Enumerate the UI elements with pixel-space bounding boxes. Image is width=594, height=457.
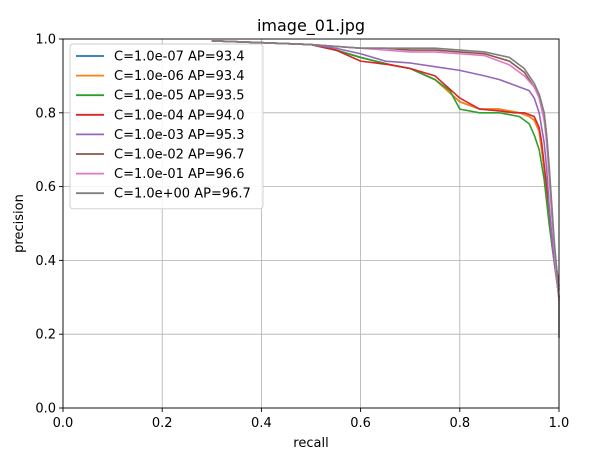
x-tick-label: 0.4: [251, 416, 272, 431]
series-group: [211, 40, 560, 338]
series-line-3: [211, 40, 560, 298]
legend-label: C=1.0e+00 AP=96.7: [114, 187, 251, 202]
legend-label: C=1.0e-07 AP=93.4: [114, 50, 245, 65]
legend-label: C=1.0e-01 AP=96.6: [114, 167, 245, 182]
y-tick-label: 0.2: [35, 328, 56, 343]
x-tick-label: 0.8: [449, 416, 470, 431]
legend-label: C=1.0e-02 AP=96.7: [114, 148, 245, 163]
series-line-5: [211, 40, 560, 298]
plot-frame: [62, 38, 560, 409]
x-tick-label: 0.0: [53, 416, 74, 431]
series-line-1: [211, 40, 560, 298]
series-line-7: [211, 40, 560, 302]
x-axis-label: recall: [293, 436, 328, 451]
legend-label: C=1.0e-04 AP=94.0: [114, 108, 245, 123]
y-tick-label: 0.6: [35, 180, 56, 195]
legend-label: C=1.0e-06 AP=93.4: [114, 69, 245, 84]
chart-title: image_01.jpg: [257, 16, 365, 36]
series-line-2: [211, 40, 560, 298]
y-tick-label: 1.0: [35, 33, 56, 48]
series-line-4: [211, 40, 560, 287]
legend: C=1.0e-07 AP=93.4 C=1.0e-06 AP=93.4 C=1.0e…: [69, 43, 264, 210]
legend-label: C=1.0e-05 AP=93.5: [114, 89, 245, 104]
series-line-8: [211, 40, 560, 338]
legend-label: C=1.0e-03 AP=95.3: [114, 128, 245, 143]
series-line-6: [211, 40, 560, 291]
legend-box: [69, 43, 264, 210]
y-tick-label: 0.0: [35, 402, 56, 417]
x-tick-label: 1.0: [549, 416, 570, 431]
y-tick-label: 0.8: [35, 106, 56, 121]
x-tick-label: 0.2: [152, 416, 173, 431]
y-tick-label: 0.4: [35, 254, 56, 269]
ticks: 0.0 0.2 0.4 0.6 0.8 1.0 0.0 0.2 0.4 0.6 0.8 1.0: [35, 33, 569, 432]
y-axis-label: precision: [12, 194, 27, 253]
x-tick-label: 0.6: [350, 416, 371, 431]
